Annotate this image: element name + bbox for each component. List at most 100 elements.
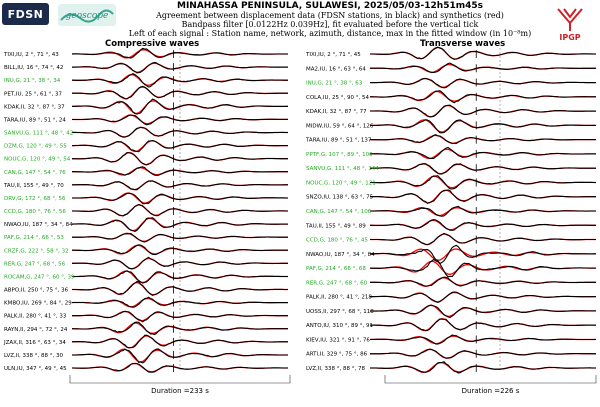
data-trace [370,62,596,74]
data-trace [370,163,596,175]
geoscope-logo-text: geoscope [66,11,109,21]
data-trace [72,140,288,153]
station-label: TAU,II, 155 °, 49 °, 70 [3,183,64,189]
station-label: MA2,IU, 16 °, 63 °, 64 [306,66,366,72]
data-trace [370,46,596,60]
data-trace [72,203,288,217]
station-label: TARA,IU, 89 °, 51 °, 137 [305,138,372,144]
station-label: ROCAM,G, 247 °, 60 °, 39 [4,274,75,280]
data-trace [71,334,288,349]
station-label: BILL,IU, 16 °, 74 °, 42 [4,65,63,71]
data-trace [72,310,288,323]
data-trace [72,348,288,364]
station-label: TIXI,IU, 2 °, 71 °, 43 [3,52,59,58]
data-trace [72,47,288,59]
data-trace [72,362,288,373]
station-label: INU,G, 21 °, 38 °, 63 [306,81,363,87]
data-trace [370,219,596,231]
ipgp-logo: IPGP [557,8,583,42]
station-label: ANTO,IU, 310 °, 89 °, 91 [306,323,373,329]
geoscope-logo: geoscope [58,4,116,26]
data-trace [369,291,597,303]
station-label: SANVU,G, 111 °, 48 °, 42 [4,131,73,137]
data-trace [72,61,288,74]
data-trace [72,166,288,177]
duration-bracket [69,375,291,384]
data-trace [71,126,288,138]
data-trace [370,175,596,190]
station-label: NWAO,IU, 187 °, 34 °, 84 [306,252,375,258]
data-trace [369,334,596,345]
duration-bracket [384,375,597,384]
station-label: ARTI,II, 329 °, 75 °, 86 [306,352,368,358]
station-label: RER,G, 247 °, 68 °, 60 [306,280,368,286]
figure-title: MINAHASSA PENINSULA, SULAWESI, 2025/05/0… [177,1,483,11]
data-trace [72,152,288,166]
data-trace [72,72,288,88]
station-label: KIEV,IU, 321 °, 91 °, 76 [306,337,370,343]
station-label: TIXI,IU, 2 °, 71 °, 45 [305,52,361,58]
synthetic-trace [72,348,289,363]
data-trace [72,244,288,256]
ipgp-logo-text: IPGP [559,33,580,42]
data-trace [370,104,596,118]
station-label: LVZ,II, 338 °, 88 °, 30 [4,353,63,359]
data-trace [370,77,596,89]
station-label: CCD,G, 180 °, 76 °, 45 [306,238,368,244]
data-trace [72,114,288,126]
station-label: PAF,G, 214 °, 66 °, 53 [4,235,64,241]
data-trace [369,189,596,205]
data-trace [370,232,596,246]
station-label: PET,IU, 25 °, 61 °, 37 [4,91,63,97]
data-trace [72,192,288,205]
station-label: KDAK,II, 32 °, 87 °, 77 [306,109,367,115]
station-label: TAU,II, 155 °, 49 °, 89 [305,223,366,229]
data-trace [369,133,596,145]
station-label: INU,G, 21 °, 38 °, 34 [4,78,61,84]
data-trace [72,281,288,297]
station-label: PALK,II, 280 °, 41 °, 33 [4,314,67,320]
data-trace [369,146,596,159]
station-label: DRV,G, 172 °, 68 °, 56 [4,196,66,202]
station-label: CAN,G, 147 °, 54 °, 76 [4,170,66,176]
data-trace [72,270,288,284]
compressive-panel-title: Compressive waves [105,39,200,49]
station-label: NOUC,G, 120 °, 49 °, 121 [306,180,376,186]
data-trace [370,276,596,287]
station-label: ULN,IU, 347 °, 49 °, 45 [4,366,67,372]
station-label: PALK,II, 280 °, 41 °, 218 [306,295,372,301]
data-trace [71,217,288,233]
synthetic-trace [369,260,596,275]
header-line-1: Agreement between displacement data (FDS… [156,11,504,20]
header-line-2: Bandpass filter [0.0122Hz 0.039Hz], fit … [181,20,479,29]
station-label: CCD,G, 180 °, 76 °, 56 [4,209,66,215]
station-label: ABPO,II, 250 °, 75 °, 36 [4,288,69,294]
data-trace [370,119,596,134]
data-trace [370,318,597,332]
duration-label: Duration =233 s [151,387,209,395]
station-label: CAN,G, 147 °, 54 °, 106 [306,209,372,215]
fdsn-logo: FDSN [2,3,49,25]
duration-label: Duration =226 s [462,387,520,395]
station-label: MIDW,IU, 59 °, 64 °, 126 [306,123,374,129]
data-trace [370,90,596,104]
header-line-3: Left of each signal : Station name, netw… [128,29,532,38]
station-label: PAF,G, 214 °, 66 °, 68 [306,266,366,272]
station-label: CRZF,G, 222 °, 58 °, 32 [4,248,69,254]
station-label: KDAK,II, 32 °, 87 °, 37 [4,104,65,110]
data-trace [71,98,289,115]
data-trace [72,180,288,191]
data-trace [71,321,288,336]
station-label: KMBO,IU, 269 °, 84 °, 29 [4,301,72,307]
figure-header: MINAHASSA PENINSULA, SULAWESI, 2025/05/0… [120,1,540,38]
station-label: DZM,G, 120 °, 49 °, 55 [4,144,67,150]
station-label: SNZO,IU, 138 °, 63 °, 75 [306,195,374,201]
data-trace [370,361,596,374]
data-trace [370,304,596,318]
station-label: LVZ,II, 338 °, 88 °, 78 [306,366,365,372]
station-label: NWAO,IU, 187 °, 34 °, 84 [4,222,73,228]
data-trace [369,244,597,265]
data-trace [72,85,288,100]
station-label: RAYN,II, 294 °, 72 °, 24 [4,327,68,333]
